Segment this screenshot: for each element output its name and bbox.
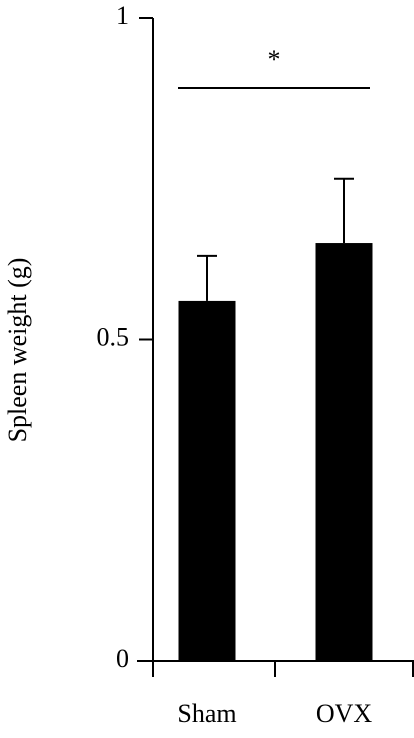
y-tick-label: 1 [116,1,129,30]
y-tick-label: 0 [116,644,129,673]
x-tick-label: OVX [316,699,373,728]
error-bar [197,254,217,301]
y-axis-label: Spleen weight (g) [3,258,32,443]
y-tick-label: 0.5 [97,322,130,351]
bar [315,243,373,662]
bar [178,300,236,661]
x-tick-label: Sham [177,699,236,728]
significance-label: * [268,45,281,74]
error-bar [334,177,354,244]
